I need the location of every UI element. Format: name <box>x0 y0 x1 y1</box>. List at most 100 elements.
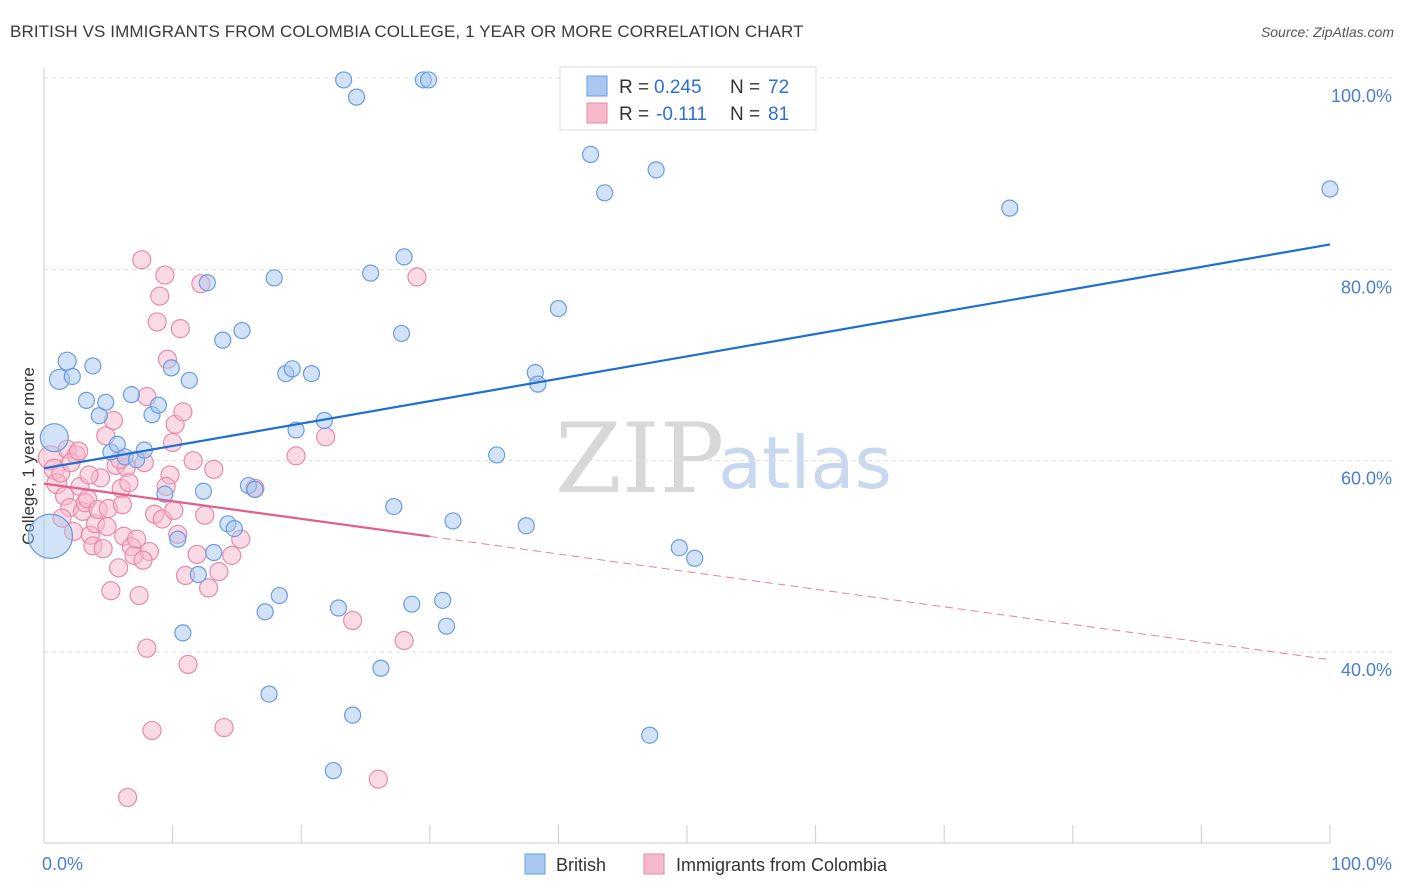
british-point <box>27 513 74 559</box>
colombia-point <box>133 550 153 570</box>
colombia-point <box>150 286 170 306</box>
chart-title: BRITISH VS IMMIGRANTS FROM COLOMBIA COLL… <box>10 22 804 41</box>
y-tick-label: 100.0% <box>1331 86 1392 106</box>
y-tick-labels: 40.0% 60.0% 80.0% 100.0% <box>1331 86 1392 680</box>
british-point <box>1001 199 1019 217</box>
colombia-point <box>209 562 229 582</box>
colombia-point <box>286 446 306 466</box>
colombia-point <box>222 545 242 565</box>
legend-british-r-value: 0.245 <box>654 77 702 98</box>
series-legend: British Immigrants from Colombia <box>524 853 888 875</box>
bottom-legend-colombia: Immigrants from Colombia <box>676 855 888 875</box>
british-point <box>549 299 568 318</box>
british-point <box>372 659 390 677</box>
colombia-point <box>214 717 234 738</box>
british-point <box>347 88 366 106</box>
british-point <box>198 274 216 292</box>
colombia-point <box>163 432 183 453</box>
colombia-point <box>394 630 414 651</box>
british-point <box>283 360 301 378</box>
colombia-trend-line <box>43 482 430 538</box>
british-point <box>260 685 278 703</box>
colombia-point <box>101 581 121 601</box>
colombia-point <box>170 319 190 339</box>
legend-colombia-r-value: -0.111 <box>656 104 707 125</box>
british-point <box>324 762 342 780</box>
gridlines <box>44 77 1392 653</box>
british-point <box>392 324 411 343</box>
legend-british-n-value: 72 <box>768 77 789 98</box>
watermark-zip: ZIP <box>555 403 724 515</box>
x-tick-label: 0.0% <box>42 854 83 874</box>
colombia-point <box>183 451 203 471</box>
bottom-legend-swatch-colombia <box>643 853 665 875</box>
british-point <box>265 269 283 287</box>
source-label: Source: ZipAtlas.com <box>1260 24 1394 40</box>
colombia-point <box>407 267 427 287</box>
british-point <box>434 591 452 609</box>
british-point <box>169 530 187 548</box>
legend-swatch-british <box>586 75 608 97</box>
british-point <box>174 624 192 642</box>
colombia-point <box>199 578 219 598</box>
british-trend-line <box>43 243 1331 470</box>
bottom-legend-swatch-british <box>524 853 546 875</box>
colombia-point <box>137 638 157 658</box>
british-point <box>596 184 614 202</box>
colombia-point <box>204 459 224 479</box>
british-point <box>57 351 77 371</box>
colombia-trend-line-extension <box>429 535 1331 661</box>
british-point <box>335 71 353 89</box>
british-point <box>641 726 659 744</box>
colombia-point <box>108 558 129 578</box>
legend-colombia-n-value: 81 <box>768 104 789 125</box>
british-point <box>246 480 264 498</box>
british-point <box>329 599 348 617</box>
legend-british-r-label: R = <box>619 77 649 98</box>
british-point <box>686 549 704 567</box>
x-tick-labels: 0.0% 100.0% <box>42 854 1392 874</box>
british-point <box>122 386 141 404</box>
colombia-point <box>112 495 133 515</box>
colombia-point <box>79 465 99 485</box>
british-point <box>156 485 174 503</box>
british-point <box>225 519 243 538</box>
british-point <box>162 359 180 377</box>
british-point <box>670 539 688 557</box>
british-point <box>84 357 102 375</box>
colombia-point <box>173 402 193 422</box>
british-point <box>108 435 126 454</box>
british-point <box>419 71 438 89</box>
british-point <box>205 543 223 562</box>
watermark-atlas: atlas <box>718 421 892 505</box>
colombia-point <box>126 529 147 549</box>
british-point <box>233 321 251 340</box>
british-point <box>444 512 462 530</box>
x-minor-ticks <box>43 825 1331 843</box>
british-point <box>194 482 213 500</box>
colombia-point <box>129 585 149 606</box>
trend-lines <box>43 243 1331 661</box>
bottom-legend-british: British <box>556 855 606 875</box>
british-point <box>395 248 413 266</box>
british-point <box>39 423 69 453</box>
colombia-point <box>147 312 167 332</box>
british-point <box>180 371 198 389</box>
colombia-point <box>316 427 336 447</box>
colombia-point <box>142 720 162 741</box>
colombia-point <box>97 517 117 537</box>
legend-colombia-n-label: N = <box>730 104 760 125</box>
y-axis-label: College, 1 year or more <box>19 367 38 545</box>
british-points <box>27 71 1339 780</box>
british-point <box>488 446 506 464</box>
y-tick-label: 40.0% <box>1341 660 1392 680</box>
y-tick-label: 60.0% <box>1341 469 1392 489</box>
british-point <box>63 367 81 386</box>
colombia-point <box>155 265 175 285</box>
british-point <box>385 497 403 516</box>
colombia-point <box>195 505 215 525</box>
colombia-point <box>119 473 139 493</box>
british-point <box>270 586 288 605</box>
british-point <box>256 603 274 621</box>
